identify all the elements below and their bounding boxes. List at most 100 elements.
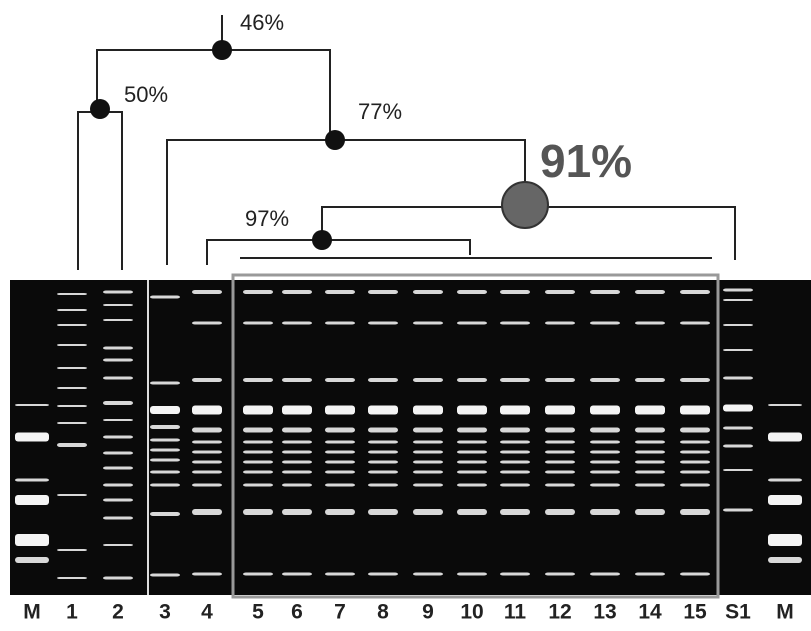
gel-band	[723, 469, 753, 471]
gel-band	[57, 344, 87, 346]
gel-band	[545, 441, 575, 444]
gel-band	[192, 290, 222, 294]
gel-band	[57, 549, 87, 551]
gel-band	[413, 378, 443, 382]
branch	[97, 15, 330, 140]
lane-label: 5	[252, 601, 264, 624]
gel-band	[282, 471, 312, 474]
gel-band	[282, 484, 312, 487]
gel-band	[192, 509, 222, 515]
gel-band	[680, 441, 710, 444]
gel-band	[413, 471, 443, 474]
gel-band	[457, 406, 487, 415]
gel-band	[368, 441, 398, 444]
gel-band	[590, 451, 620, 454]
gel-band	[590, 290, 620, 294]
gel-band	[368, 451, 398, 454]
gel-band	[243, 322, 273, 325]
gel-band	[680, 573, 710, 576]
gel-band	[192, 378, 222, 382]
lane-label: 12	[548, 601, 571, 624]
gel-band	[192, 471, 222, 474]
gel-band	[103, 359, 133, 362]
gel-band	[15, 479, 49, 482]
gel-band	[723, 349, 753, 351]
gel-band	[500, 573, 530, 576]
gel-band	[413, 484, 443, 487]
gel-band	[150, 449, 180, 452]
gel-band	[723, 289, 753, 292]
gel-band	[282, 461, 312, 464]
gel-band	[590, 573, 620, 576]
gel-band	[325, 471, 355, 474]
gel-band	[545, 471, 575, 474]
node-label: 77%	[358, 99, 402, 124]
node	[212, 40, 232, 60]
gel-band	[680, 451, 710, 454]
gel-band	[282, 509, 312, 515]
figure: 46% 50% 77% 91% 97% M1234567891011121314…	[0, 0, 811, 631]
gel-band	[680, 471, 710, 474]
gel-band	[282, 406, 312, 415]
gel-band	[57, 387, 87, 389]
gel-band	[15, 404, 49, 406]
gel-band	[103, 544, 133, 546]
lane-label: M	[23, 601, 41, 624]
gel-band	[103, 377, 133, 380]
node	[325, 130, 345, 150]
gel-band	[150, 459, 180, 462]
gel-band	[680, 406, 710, 415]
gel-band	[590, 378, 620, 382]
gel-band	[545, 451, 575, 454]
lane-label: 10	[460, 601, 483, 624]
gel-band	[500, 428, 530, 433]
gel-band	[500, 441, 530, 444]
node-label: 46%	[240, 10, 284, 35]
gel-band	[103, 291, 133, 294]
gel-band	[243, 451, 273, 454]
gel-band	[635, 290, 665, 294]
gel-band	[457, 573, 487, 576]
gel-band	[413, 441, 443, 444]
gel-band	[103, 499, 133, 502]
gel-band	[680, 322, 710, 325]
gel-band	[150, 471, 180, 474]
gel-band	[192, 461, 222, 464]
gel-band	[545, 406, 575, 415]
gel-band	[723, 377, 753, 380]
gel-band	[590, 441, 620, 444]
lane-label: 15	[683, 601, 707, 624]
gel-band	[192, 573, 222, 576]
gel-band	[590, 461, 620, 464]
gel-band	[150, 382, 180, 385]
gel-band	[243, 509, 273, 515]
gel-band	[545, 484, 575, 487]
gel-band	[103, 347, 133, 350]
gel-band	[192, 322, 222, 325]
gel-band	[103, 577, 133, 580]
gel-band	[192, 451, 222, 454]
gel-band	[545, 378, 575, 382]
gel-band	[768, 495, 802, 505]
gel-band	[368, 461, 398, 464]
lane-label: 13	[593, 601, 616, 624]
gel-band	[635, 378, 665, 382]
gel-band	[680, 378, 710, 382]
gel-band	[368, 471, 398, 474]
gel-band	[680, 509, 710, 515]
gel-band	[368, 428, 398, 433]
node-label: 97%	[245, 206, 289, 231]
gel-band	[192, 484, 222, 487]
gel-band	[635, 451, 665, 454]
dendrogram: 46% 50% 77% 91% 97%	[78, 10, 735, 270]
gel-band	[282, 573, 312, 576]
gel-band	[243, 573, 273, 576]
gel-band	[768, 404, 802, 406]
gel-band	[57, 422, 87, 424]
gel-band	[500, 509, 530, 515]
gel-band	[57, 324, 87, 326]
gel-band	[150, 439, 180, 442]
gel-band	[57, 405, 87, 407]
lane-label: 3	[159, 601, 171, 624]
